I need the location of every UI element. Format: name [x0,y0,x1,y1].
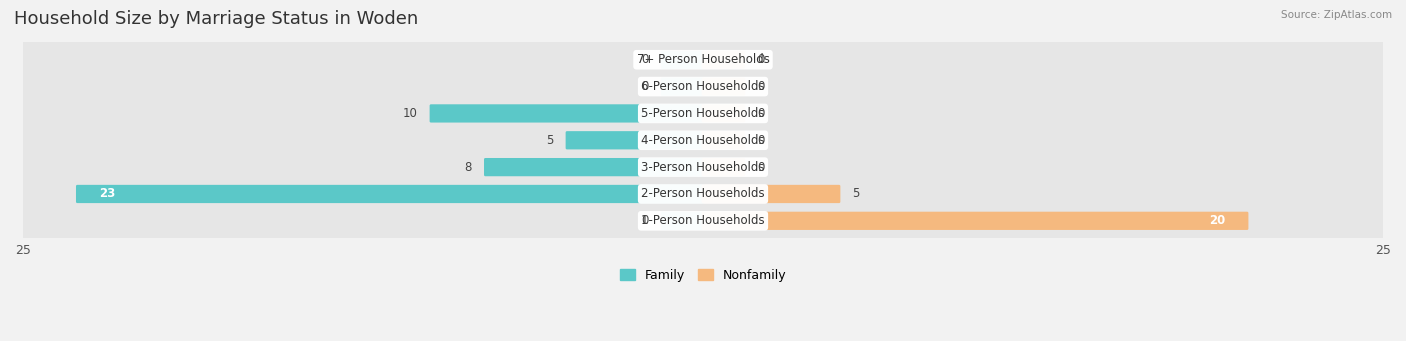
FancyBboxPatch shape [702,50,745,69]
FancyBboxPatch shape [702,212,1249,230]
FancyBboxPatch shape [702,104,745,122]
Text: 3-Person Households: 3-Person Households [641,161,765,174]
Text: 0: 0 [758,134,765,147]
Legend: Family, Nonfamily: Family, Nonfamily [614,264,792,287]
FancyBboxPatch shape [702,77,745,96]
Text: 6-Person Households: 6-Person Households [641,80,765,93]
Text: 5: 5 [546,134,554,147]
FancyBboxPatch shape [702,185,841,203]
FancyBboxPatch shape [11,42,1395,77]
Text: 0: 0 [641,80,648,93]
FancyBboxPatch shape [11,176,1395,212]
Text: 0: 0 [758,53,765,66]
Text: Source: ZipAtlas.com: Source: ZipAtlas.com [1281,10,1392,20]
Text: 5-Person Households: 5-Person Households [641,107,765,120]
Text: 2-Person Households: 2-Person Households [641,188,765,201]
FancyBboxPatch shape [430,104,704,122]
Text: 0: 0 [641,53,648,66]
Text: 10: 10 [402,107,418,120]
Text: 0: 0 [758,107,765,120]
FancyBboxPatch shape [565,131,704,149]
Text: 5: 5 [852,188,860,201]
FancyBboxPatch shape [702,158,745,176]
FancyBboxPatch shape [702,131,745,149]
FancyBboxPatch shape [661,50,704,69]
FancyBboxPatch shape [11,203,1395,239]
Text: 7+ Person Households: 7+ Person Households [637,53,769,66]
Text: 1-Person Households: 1-Person Households [641,214,765,227]
Text: 23: 23 [98,188,115,201]
Text: Household Size by Marriage Status in Woden: Household Size by Marriage Status in Wod… [14,10,419,28]
Text: 0: 0 [758,80,765,93]
FancyBboxPatch shape [11,122,1395,158]
FancyBboxPatch shape [484,158,704,176]
Text: 4-Person Households: 4-Person Households [641,134,765,147]
FancyBboxPatch shape [11,96,1395,131]
FancyBboxPatch shape [11,149,1395,185]
Text: 8: 8 [464,161,472,174]
Text: 20: 20 [1209,214,1225,227]
FancyBboxPatch shape [76,185,704,203]
FancyBboxPatch shape [661,77,704,96]
FancyBboxPatch shape [11,69,1395,104]
Text: 0: 0 [641,214,648,227]
Text: 0: 0 [758,161,765,174]
FancyBboxPatch shape [661,212,704,230]
